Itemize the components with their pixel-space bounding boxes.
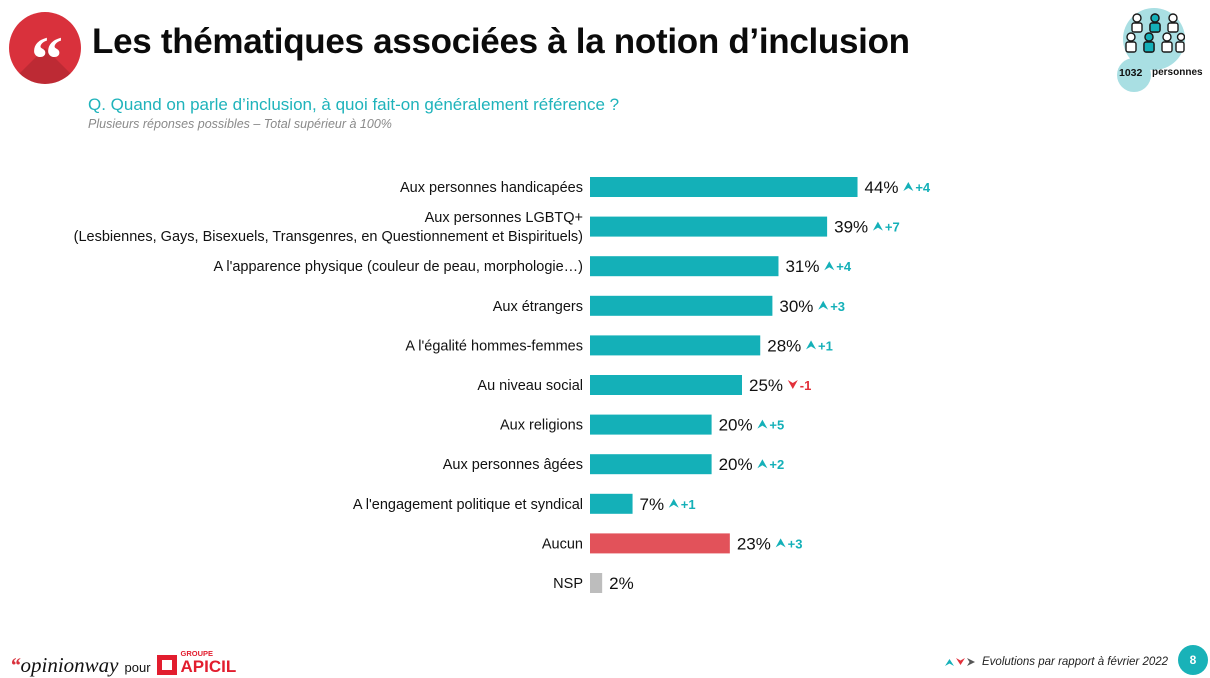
page-title: Les thématiques associées à la notion d’… [92,22,910,61]
category-label-6: Aux religions [500,418,583,434]
evolution-down-icon-5 [787,380,798,389]
bar-5 [590,375,742,395]
category-label-4: A l'égalité hommes-femmes [405,338,583,354]
value-label-8: 7% [640,495,665,514]
evolution-label-1: +7 [885,220,900,235]
pour-text: pour [124,660,151,676]
evolution-up-icon-4 [806,340,817,350]
value-label-7: 20% [719,455,753,474]
bar-8 [590,493,633,514]
evolution-up-icon-2 [824,261,835,271]
evolution-up-icon-8 [668,498,679,508]
apicil-logo: GROUPE APICIL [156,649,237,676]
bar-4 [590,335,761,356]
evolution-label-9: +3 [788,536,803,551]
evolution-label-3: +3 [830,299,845,314]
quote-icon: “ [9,12,81,84]
category-label-9: Aucun [542,536,583,552]
evolution-label-2: +4 [836,259,852,274]
category-label-8: A l'engagement politique et syndical [353,497,583,513]
sample-unit: personnes [1152,67,1203,78]
category-label-2: A l'apparence physique (couleur de peau,… [213,259,583,275]
category-label-3: Aux étrangers [493,299,583,315]
apicil-group: GROUPE [180,649,214,658]
sample-circle-small [1117,58,1151,92]
category-label-0: Aux personnes handicapées [400,180,583,196]
bar-0 [590,177,858,197]
bar-6 [590,414,712,435]
category-label-1-0: Aux personnes LGBTQ+ [425,210,583,226]
value-label-2: 31% [785,257,819,276]
arrow-up-icon [945,659,954,666]
value-label-4: 28% [767,336,801,355]
people-icon [1125,13,1185,53]
arrow-down-icon [956,658,965,665]
value-label-1: 39% [834,218,868,237]
footer-brand: “opinionway pour GROUPE APICIL [10,650,236,678]
evolution-label-0: +4 [915,180,931,195]
opinionway-brand: opinionway [20,653,119,678]
value-label-5: 25% [749,376,783,395]
opinionway-logo: “opinionway [10,653,119,678]
page-number: 8 [1178,645,1208,675]
bar-3 [590,295,773,316]
category-label-10: NSP [553,576,583,592]
value-label-0: 44% [865,178,899,197]
sample-count: 1032 [1119,67,1143,79]
arrow-right-icon [967,658,975,666]
evolution-up-icon-9 [775,538,786,548]
evolution-legend: Evolutions par rapport à février 2022 [944,656,1168,668]
apicil-name: APICIL [180,656,237,676]
evolution-legend-text: Evolutions par rapport à février 2022 [982,656,1169,668]
value-label-3: 30% [779,297,813,316]
category-label-5: Au niveau social [477,378,583,394]
bar-2 [590,256,779,277]
evolution-label-8: +1 [681,497,696,512]
category-label-1-1: (Lesbiennes, Gays, Bisexuels, Transgenre… [74,229,583,245]
bar-9 [590,533,730,554]
evolution-up-icon-3 [818,300,829,310]
bar-7 [590,454,712,475]
evolution-up-icon-7 [757,459,768,469]
bar-1 [590,216,828,237]
evolution-label-6: +5 [769,418,784,433]
bar-chart: Aux personnes handicapées 44% +4 Aux person… [74,177,931,593]
evolution-label-5: -1 [800,378,812,393]
apicil-mark-icon [156,655,177,676]
evolution-label-4: +1 [818,338,833,353]
sample-size-badge: 1032 personnes [1115,6,1207,92]
bar-10 [590,573,603,593]
evolution-up-icon-0 [903,182,914,191]
question-text: Q. Quand on parle d’inclusion, à quoi fa… [88,95,620,114]
category-label-7: Aux personnes âgées [443,457,583,473]
value-label-9: 23% [737,534,771,553]
value-label-6: 20% [719,416,753,435]
value-label-10: 2% [609,574,634,593]
evolution-up-icon-1 [872,221,883,231]
evolution-up-icon-6 [757,419,768,429]
question-note: Plusieurs réponses possibles – Total sup… [88,117,392,131]
evolution-label-7: +2 [769,457,784,472]
